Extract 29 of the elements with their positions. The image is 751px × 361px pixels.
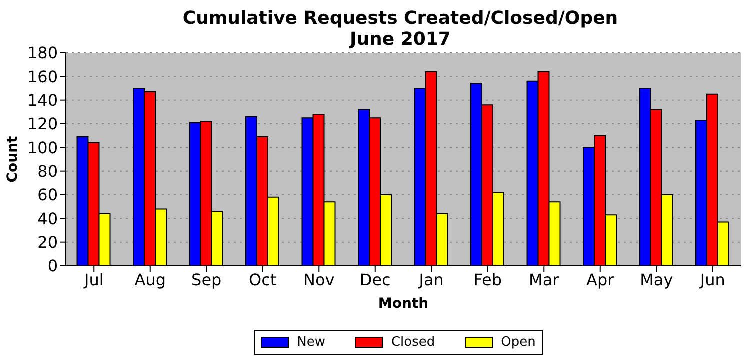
legend-label: Open [500,335,536,350]
y-axis-title: Count [4,136,21,183]
x-tick-label: Jun [699,270,726,290]
y-tick-label: 40 [38,209,58,228]
x-tick-label: Apr [586,270,615,290]
x-tick-label: Mar [529,270,560,290]
y-tick-label: 20 [38,233,58,252]
x-tick-label: Jan [418,270,444,290]
x-tick-label: Dec [360,270,391,290]
chart-title: Cumulative Requests Created/Closed/Open [182,8,620,29]
x-axis-title: Month [378,296,429,312]
y-tick-label: 140 [27,91,58,110]
y-tick-label: 120 [27,114,58,134]
x-tick-label: Nov [304,270,335,290]
y-tick-label: 0 [48,256,58,276]
y-tick-label: 160 [27,67,58,86]
x-tick-label: May [640,270,674,290]
x-tick-label: Sep [192,270,222,290]
y-tick-label: 80 [38,162,58,182]
y-tick-label: 180 [27,44,58,63]
x-tick-label: Oct [249,270,277,290]
y-tick-label: 100 [27,138,58,158]
x-tick-label: Aug [134,270,166,290]
legend-label: Closed [390,335,436,350]
x-tick-label: Feb [474,270,502,290]
legend-label: New [296,335,326,350]
y-tick-label: 60 [38,186,58,205]
chart-subtitle: June 2017 [350,29,451,50]
x-tick-label: Jul [83,270,104,290]
